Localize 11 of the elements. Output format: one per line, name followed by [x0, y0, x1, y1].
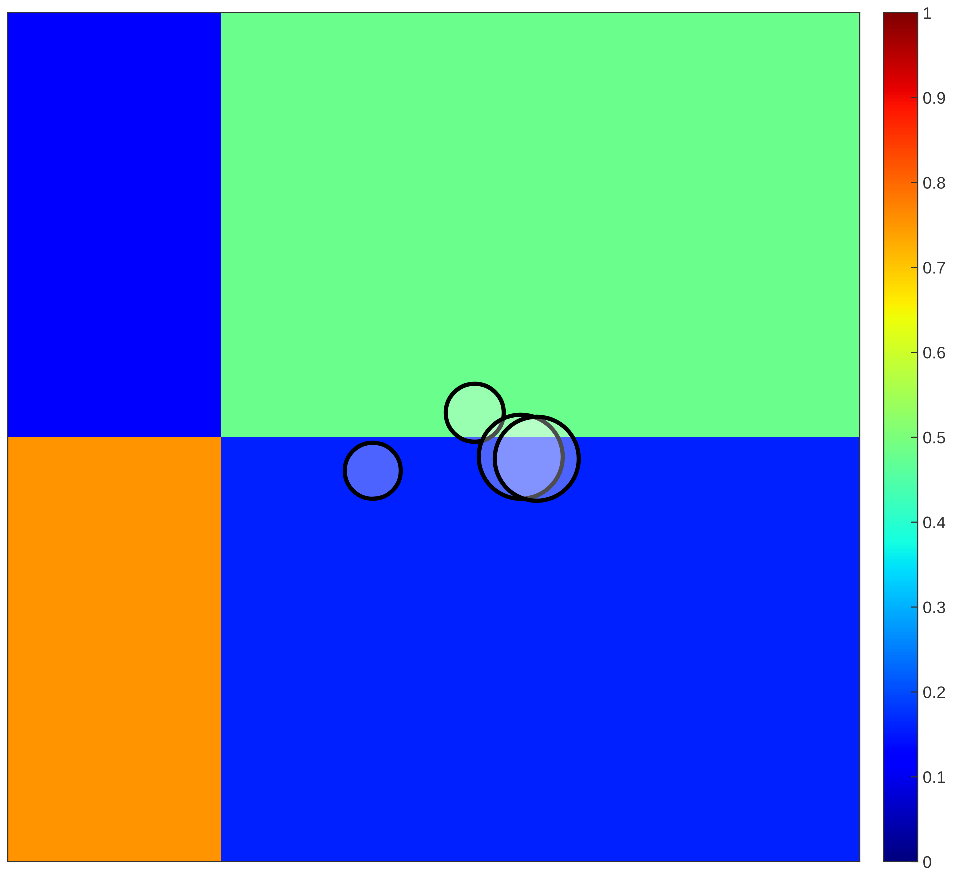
color-bar-label: 0.4 — [924, 516, 946, 529]
color-bar-label: 0 — [924, 856, 932, 868]
color-bar-label: 0.2 — [924, 686, 946, 698]
color-bar-label: 0.9 — [924, 92, 946, 104]
color-bar-label: 0.7 — [924, 262, 946, 274]
color-bar-label: 0.8 — [924, 177, 946, 190]
color-bar-label: 0.1 — [924, 772, 946, 784]
color-bar-label: 0.6 — [924, 347, 946, 359]
color-bar-label: 0.3 — [924, 602, 946, 614]
color-bar-label: 0.5 — [924, 432, 946, 444]
color-bar-label: 1 — [924, 8, 932, 20]
